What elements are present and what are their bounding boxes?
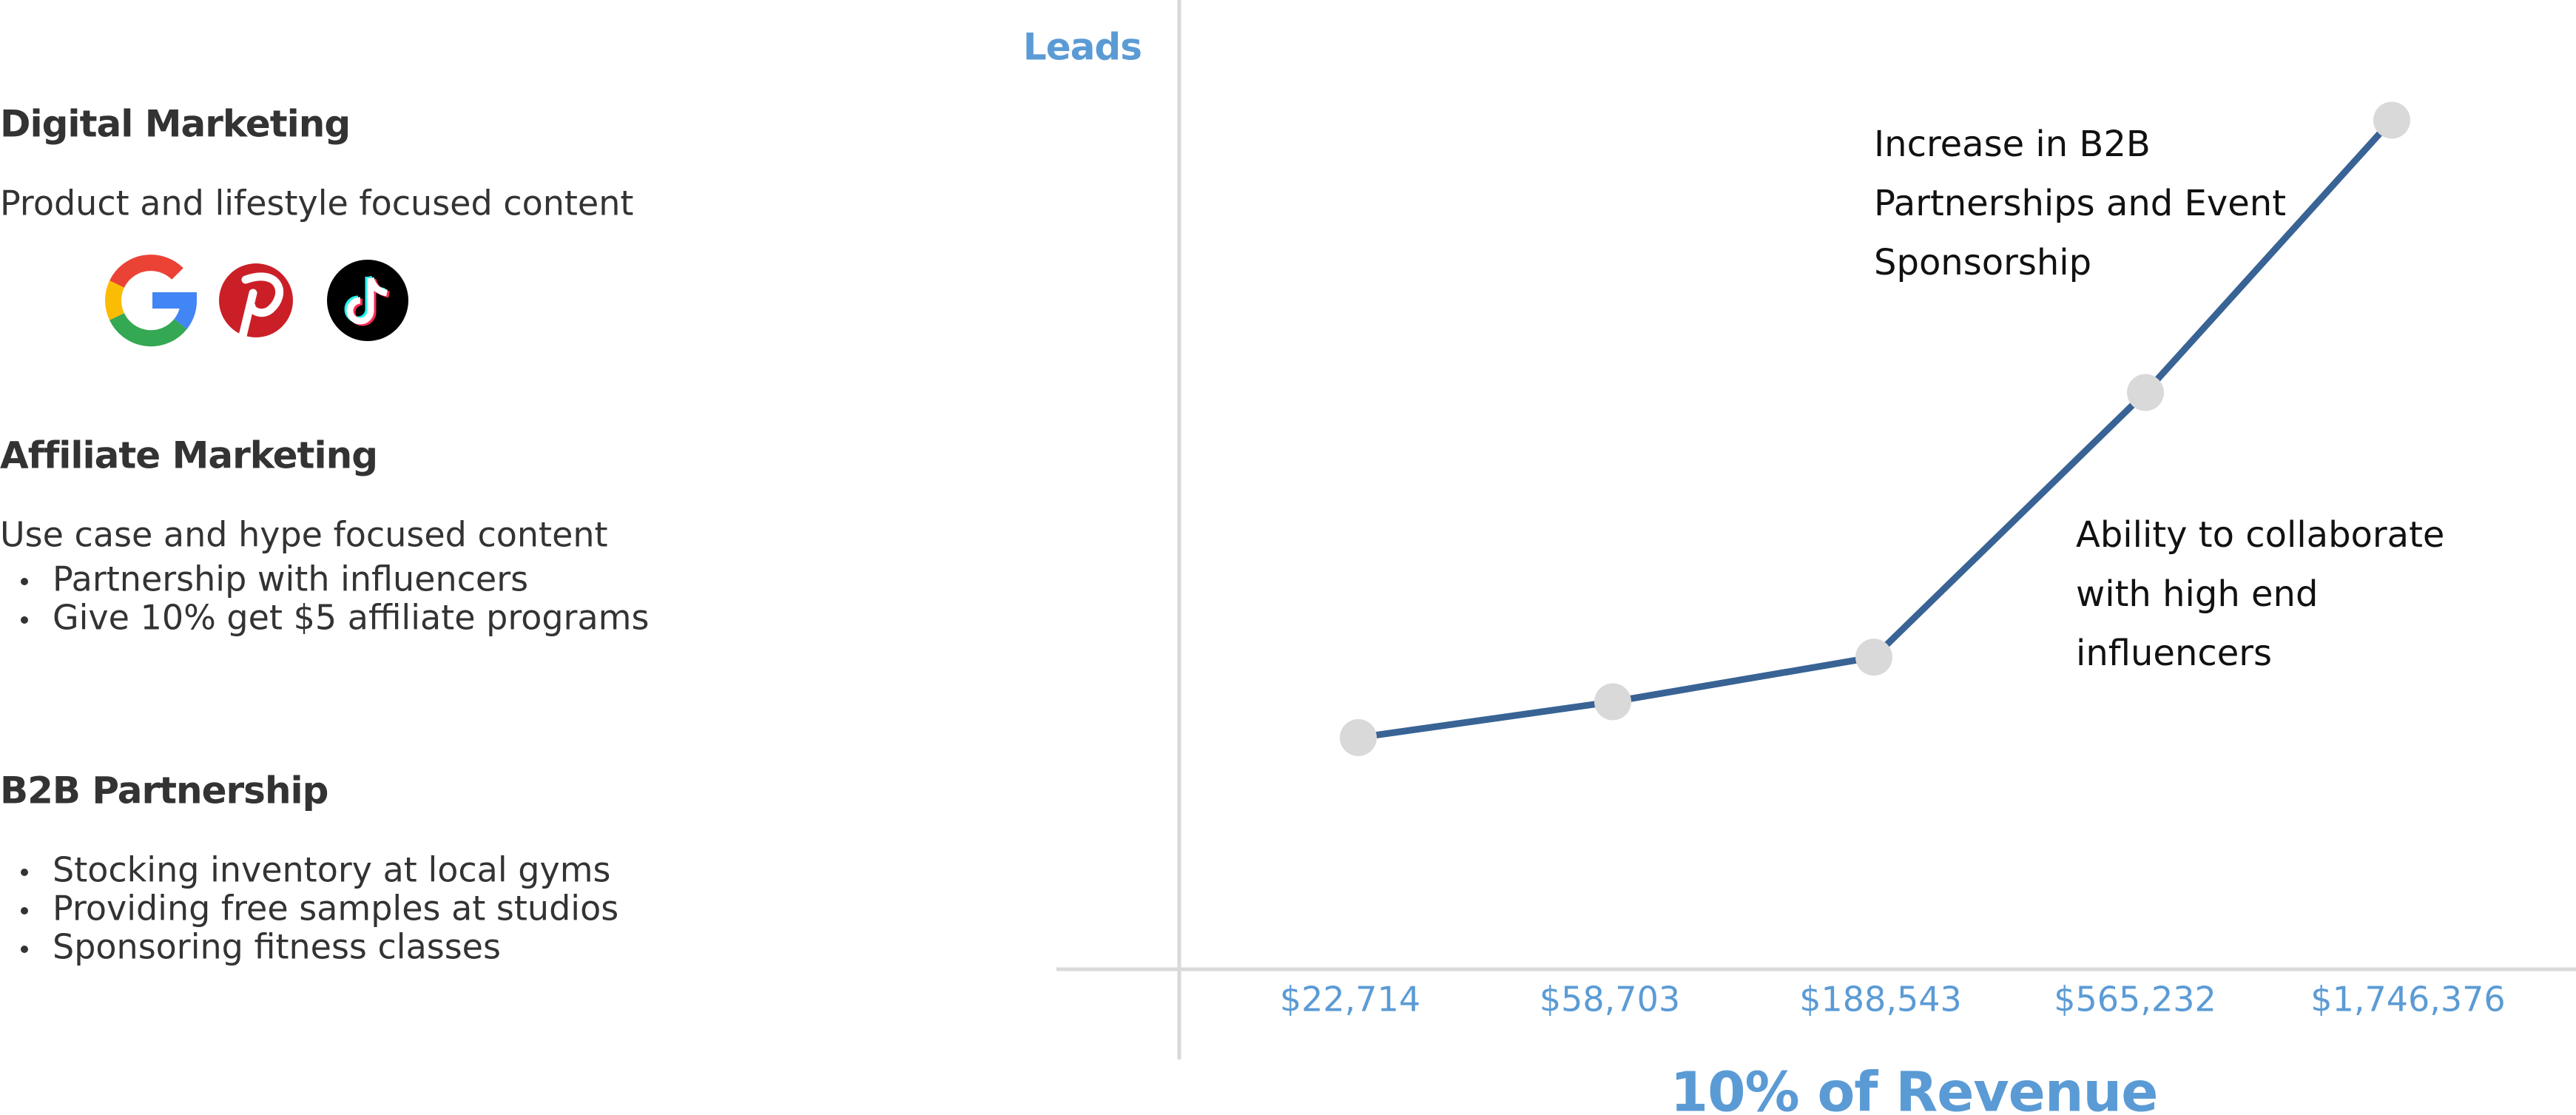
point [1594, 683, 1631, 721]
section-title: Digital Marketing [0, 103, 350, 146]
annotation: influencers [2076, 633, 2272, 674]
x-tick-label: $1,746,376 [2310, 980, 2505, 1020]
point [2127, 374, 2164, 411]
bullet-text: Stocking inventory at local gyms [53, 850, 610, 890]
pinterest-icon [219, 263, 293, 340]
bullet-text: Sponsoring fitness classes [53, 927, 501, 967]
bullet-dot [21, 616, 28, 624]
section-text: Use case and hype focused content [0, 515, 608, 555]
section-text: Product and lifestyle focused content [0, 183, 633, 223]
annotation: Ability to collaborate [2076, 514, 2444, 556]
bullet-dot [21, 578, 28, 585]
x-tick-label: $22,714 [1280, 980, 1420, 1020]
section-title: B2B Partnership [0, 769, 328, 812]
x-axis-label: 10% of Revenue [1670, 1061, 2158, 1115]
annotation: with high end [2076, 573, 2318, 615]
bullet-dot [21, 869, 28, 876]
point [2373, 101, 2410, 139]
x-tick-label: $188,543 [1799, 980, 1962, 1020]
tiktok-icon [327, 260, 408, 341]
google-icon [105, 255, 197, 347]
point [1855, 639, 1892, 676]
bullet-text: Give 10% get $5 affiliate programs [53, 598, 649, 638]
y-axis-label: Leads [1023, 26, 1142, 69]
annotation: Increase in B2B [1874, 124, 2151, 165]
bullet-dot [21, 946, 28, 953]
bullet-dot [21, 907, 28, 914]
bullet-text: Partnership with influencers [53, 559, 528, 599]
point [1340, 718, 1377, 756]
x-tick-label: $58,703 [1540, 980, 1680, 1020]
annotation: Sponsorship [1874, 242, 2091, 283]
bullet-text: Providing free samples at studios [53, 889, 618, 929]
annotation: Partnerships and Event [1874, 183, 2286, 224]
x-tick-label: $565,232 [2054, 980, 2216, 1020]
section-title: Affiliate Marketing [0, 434, 377, 477]
